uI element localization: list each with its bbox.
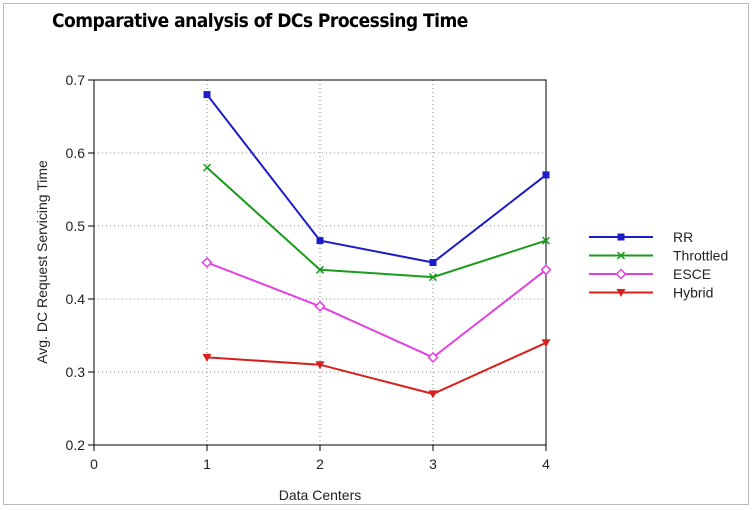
data-point-hybrid (428, 390, 438, 399)
data-point-hybrid (541, 339, 551, 348)
data-point-esce (201, 256, 213, 269)
legend-label-throttled: Throttled (673, 248, 728, 264)
data-point-throttled (315, 265, 325, 274)
series-line-hybrid (206, 341, 547, 395)
data-point-esce (540, 264, 552, 276)
data-point-hybrid (315, 361, 325, 370)
legend-label-esce: ESCE (673, 266, 711, 282)
data-point-rr (316, 237, 324, 245)
y-axis-label: Avg. DC Request Servicing Time (34, 160, 50, 364)
x-tick-label: 0 (90, 456, 98, 472)
data-point-esce (427, 351, 439, 363)
data-point-rr (542, 171, 550, 179)
x-tick-label: 2 (316, 456, 324, 472)
series-layer (201, 91, 552, 399)
legend-label-hybrid: Hybrid (673, 285, 713, 301)
y-tick-label: 0.4 (66, 291, 86, 307)
y-tick-label: 0.5 (66, 218, 86, 234)
chart-title: Comparative analysis of DCs Processing T… (52, 10, 468, 32)
x-tick-label: 3 (429, 456, 437, 472)
data-point-rr (429, 259, 437, 266)
x-tick-label: 1 (203, 456, 211, 472)
legend-marker-rr (617, 233, 625, 241)
legend-marker-throttled (616, 251, 626, 260)
y-tick-label: 0.3 (66, 364, 86, 380)
legend-marker-esce (615, 268, 627, 280)
chart-frame (3, 3, 749, 505)
data-point-throttled (541, 236, 551, 245)
data-point-rr (203, 91, 211, 99)
x-axis-label: Data Centers (279, 487, 361, 503)
data-point-esce (314, 300, 326, 312)
series-line-throttled (206, 166, 547, 279)
y-tick-label: 0.6 (66, 145, 86, 161)
axis-ticks: 0 1 2 3 4 0.2 0.3 0.4 0.5 0.6 0.7 (66, 72, 551, 472)
grid-lines (94, 80, 546, 445)
data-point-throttled (428, 273, 438, 282)
data-point-hybrid (202, 353, 212, 362)
legend-label-rr: RR (673, 229, 693, 245)
data-point-throttled (202, 163, 212, 172)
legend: RR Throttled ESCE Hybrid (589, 229, 728, 301)
y-tick-label: 0.2 (66, 437, 86, 453)
legend-marker-hybrid (616, 289, 626, 297)
x-tick-label: 4 (542, 456, 550, 472)
series-line-esce (206, 261, 547, 359)
series-line-rr (206, 93, 547, 264)
y-tick-label: 0.7 (66, 72, 86, 88)
